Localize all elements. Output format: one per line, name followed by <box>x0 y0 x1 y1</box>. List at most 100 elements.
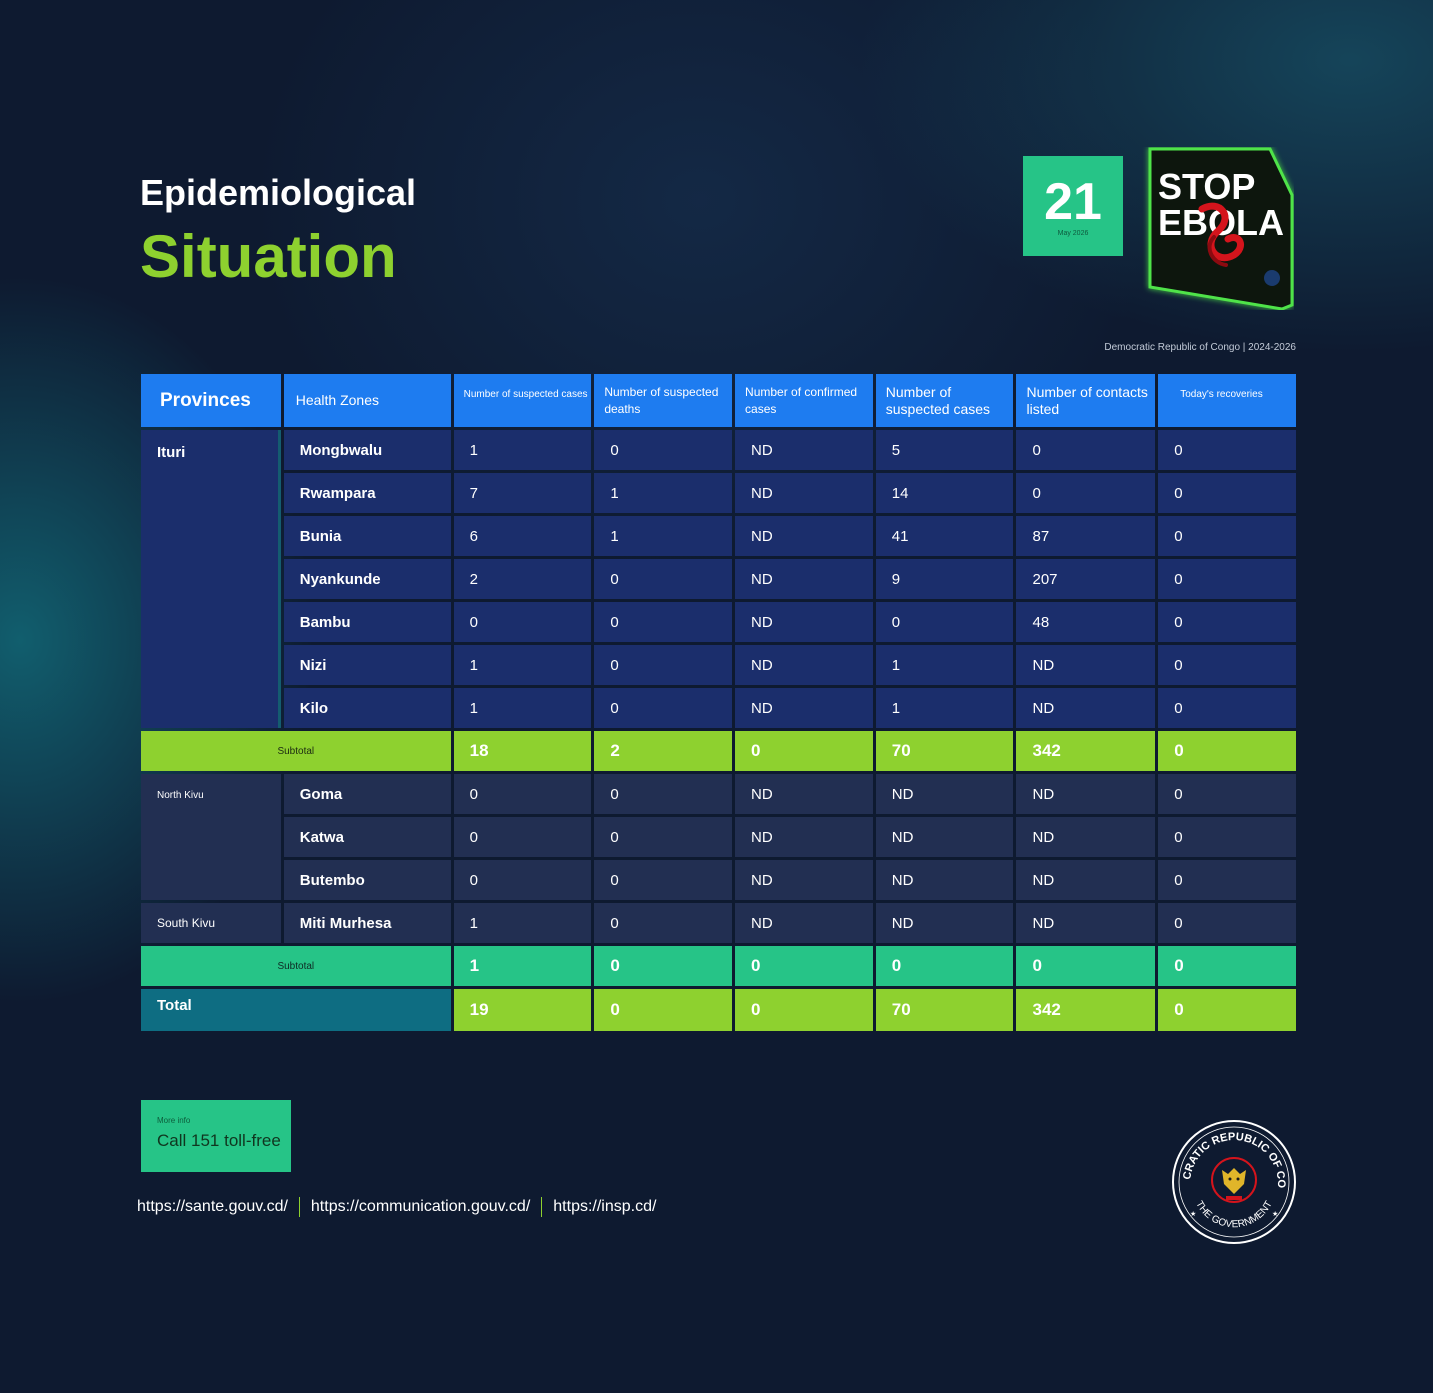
health-zone: Butembo <box>283 860 451 900</box>
subtotal-cell: 342 <box>1016 731 1156 771</box>
table-cell: ND <box>735 774 873 814</box>
table-row: Katwa 0 0 ND ND ND 0 <box>141 817 1296 857</box>
subtotal-cell: 0 <box>735 946 873 986</box>
table-cell: 0 <box>1158 860 1296 900</box>
table-cell: 1 <box>594 473 733 513</box>
table-cell: 48 <box>1016 602 1156 642</box>
table-cell: 0 <box>1158 903 1296 943</box>
table-cell: ND <box>735 559 873 599</box>
stop-ebola-logo: STOP EBOLA <box>1148 147 1294 310</box>
table-cell: ND <box>1016 860 1156 900</box>
table-cell: 1 <box>875 688 1014 728</box>
table-header-row: Provinces Health Zones Number of suspect… <box>141 374 1296 427</box>
table-cell: 0 <box>453 860 592 900</box>
table-cell: 0 <box>1158 473 1296 513</box>
government-seal: DEMOCRATIC REPUBLIC OF CONGO THE GOVERNM… <box>1170 1118 1296 1244</box>
table-cell: 0 <box>594 774 733 814</box>
table-cell: ND <box>735 516 873 556</box>
total-cell: 0 <box>594 989 733 1031</box>
link-divider <box>541 1197 543 1217</box>
table-cell: ND <box>875 817 1014 857</box>
subtotal-cell: 1 <box>453 946 592 986</box>
link-communication[interactable]: https://communication.gouv.cd/ <box>310 1198 531 1215</box>
total-cell: 70 <box>875 989 1014 1031</box>
column-header-recoveries: Today's recoveries <box>1158 374 1296 427</box>
health-zone: Bambu <box>283 602 451 642</box>
province-south-kivu: South Kivu <box>141 903 281 943</box>
table-row: South Kivu Miti Murhesa 1 0 ND ND ND 0 <box>141 903 1296 943</box>
table-cell: 1 <box>594 516 733 556</box>
table-cell: ND <box>735 817 873 857</box>
table-cell: ND <box>735 903 873 943</box>
page-title-line-1: Epidemiological <box>140 172 417 213</box>
total-label: Total <box>141 989 451 1031</box>
table-cell: 0 <box>1158 688 1296 728</box>
table-cell: 0 <box>594 430 733 470</box>
table-cell: 0 <box>453 817 592 857</box>
table-cell: 1 <box>453 688 592 728</box>
subtotal-cell: 0 <box>1158 731 1296 771</box>
epidemiological-table: Provinces Health Zones Number of suspect… <box>138 371 1299 1034</box>
date-badge: 21 May 2026 <box>1023 156 1123 256</box>
health-zone: Katwa <box>283 817 451 857</box>
column-header-suspected-cases-2: Number of suspected cases <box>875 374 1014 427</box>
subtotal-cell: 70 <box>875 731 1014 771</box>
table-cell: 41 <box>875 516 1014 556</box>
hotline-box: More info Call 151 toll-free <box>141 1100 291 1172</box>
leopard-emblem-icon <box>1211 1157 1257 1203</box>
column-header-suspected-cases: Number of suspected cases <box>453 374 592 427</box>
table-cell: ND <box>1016 817 1156 857</box>
table-cell: 0 <box>594 602 733 642</box>
table-cell: ND <box>735 602 873 642</box>
table-cell: 5 <box>875 430 1014 470</box>
table-cell: 87 <box>1016 516 1156 556</box>
link-insp[interactable]: https://insp.cd/ <box>553 1198 657 1215</box>
table-cell: 0 <box>594 817 733 857</box>
table-cell: 6 <box>453 516 592 556</box>
table-cell: 0 <box>594 860 733 900</box>
table-cell: 0 <box>594 688 733 728</box>
subtotal-label: Subtotal <box>141 731 451 771</box>
link-sante[interactable]: https://sante.gouv.cd/ <box>137 1198 288 1215</box>
subtotal-cell: 0 <box>1158 946 1296 986</box>
table-cell: 0 <box>875 602 1014 642</box>
date-month: May 2026 <box>1057 229 1089 237</box>
table-cell: ND <box>1016 903 1156 943</box>
table-cell: 0 <box>1158 817 1296 857</box>
total-cell: 19 <box>453 989 592 1031</box>
table-cell: 1 <box>453 903 592 943</box>
table-cell: ND <box>875 860 1014 900</box>
table-row: Nizi 1 0 ND 1 ND 0 <box>141 645 1296 685</box>
table-cell: 2 <box>453 559 592 599</box>
province-north-kivu: North Kivu <box>141 774 281 900</box>
table-cell: ND <box>735 860 873 900</box>
table-cell: 0 <box>1158 516 1296 556</box>
subtotal-cell: 18 <box>453 731 592 771</box>
subtotal-cell: 0 <box>875 946 1014 986</box>
province-ituri: Ituri <box>141 430 281 728</box>
table-row: Rwampara 7 1 ND 14 0 0 <box>141 473 1296 513</box>
subtotal-row-kivu: Subtotal 1 0 0 0 0 0 <box>141 946 1296 986</box>
virus-icon <box>1198 202 1244 267</box>
table-row: Ituri Mongbwalu 1 0 ND 5 0 0 <box>141 430 1296 728</box>
table-row: North Kivu Goma 0 0 ND ND ND 0 <box>141 774 1296 900</box>
subtotal-cell: 0 <box>1016 946 1156 986</box>
table-cell: 0 <box>1016 430 1156 470</box>
table-cell: 9 <box>875 559 1014 599</box>
table-cell: 0 <box>453 602 592 642</box>
total-cell: 0 <box>735 989 873 1031</box>
date-day: 21 <box>1044 172 1102 231</box>
table-cell: 0 <box>1158 559 1296 599</box>
table-row: Butembo 0 0 ND ND ND 0 <box>141 860 1296 900</box>
table-row: Nyankunde 2 0 ND 9 207 0 <box>141 559 1296 599</box>
table-cell: ND <box>1016 645 1156 685</box>
hotline-text: Call 151 toll-free <box>157 1131 281 1150</box>
table-cell: 0 <box>1016 473 1156 513</box>
total-cell: 0 <box>1158 989 1296 1031</box>
star-icon: ★ <box>1190 1210 1196 1218</box>
total-row: Total 19 0 0 70 342 0 <box>141 989 1296 1031</box>
table-cell: ND <box>875 774 1014 814</box>
health-zone: Mongbwalu <box>283 430 451 470</box>
table-cell: 0 <box>1158 774 1296 814</box>
column-header-confirmed-cases: Number of confirmed cases <box>735 374 873 427</box>
